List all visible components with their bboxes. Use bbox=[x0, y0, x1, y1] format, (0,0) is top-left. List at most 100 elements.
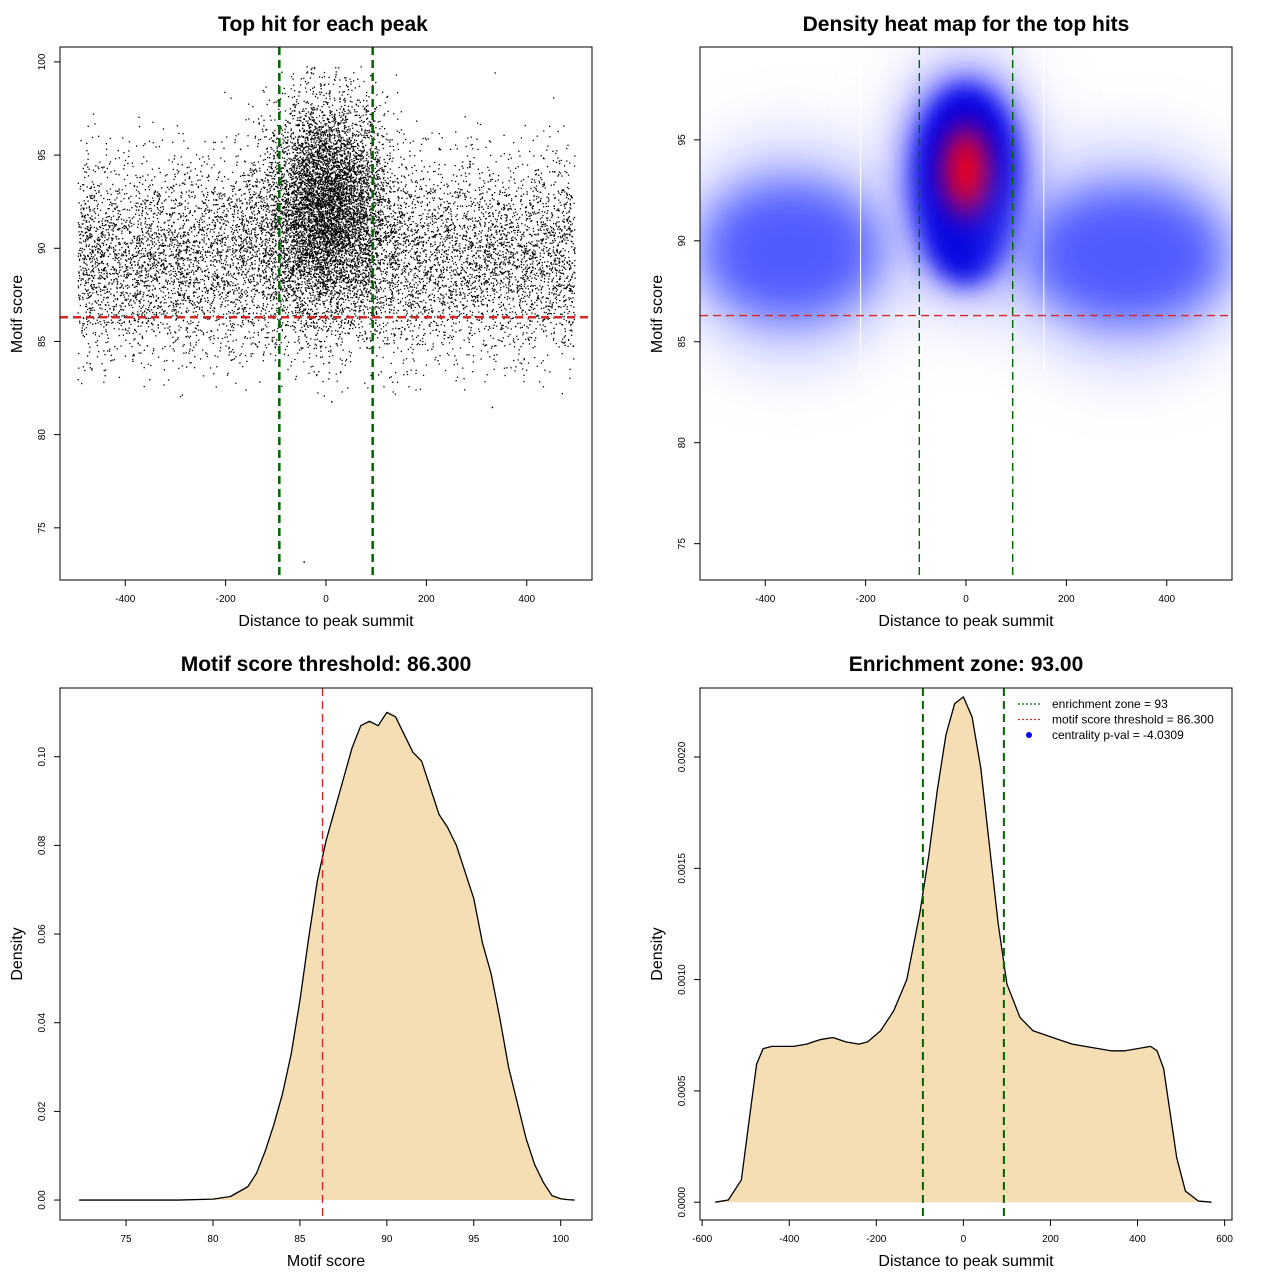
scatter-point bbox=[322, 272, 324, 275]
scatter-point bbox=[281, 167, 283, 169]
scatter-point bbox=[351, 264, 353, 267]
scatter-point bbox=[351, 223, 353, 225]
scatter-point bbox=[325, 261, 328, 263]
scatter-point bbox=[313, 154, 315, 156]
scatter-point bbox=[404, 223, 407, 225]
scatter-point bbox=[330, 217, 332, 219]
scatter-point bbox=[373, 222, 376, 224]
scatter-point bbox=[332, 228, 334, 230]
scatter-point bbox=[326, 156, 328, 158]
scatter-point bbox=[338, 248, 340, 251]
scatter-point bbox=[349, 221, 351, 223]
scatter-point bbox=[325, 97, 327, 100]
scatter-point bbox=[384, 128, 386, 130]
scatter-point bbox=[322, 135, 324, 137]
scatter-point bbox=[312, 252, 314, 254]
scatter-point bbox=[342, 175, 344, 177]
scatter-point bbox=[330, 254, 332, 256]
scatter-point bbox=[309, 157, 311, 159]
scatter-point bbox=[353, 167, 355, 169]
scatter-point bbox=[341, 307, 344, 309]
scatter-point bbox=[275, 141, 277, 144]
scatter-point bbox=[364, 249, 366, 251]
scatter-point bbox=[342, 168, 345, 170]
scatter-point bbox=[264, 239, 266, 241]
scatter-point bbox=[364, 176, 366, 178]
scatter-point bbox=[359, 185, 362, 187]
scatter-point bbox=[297, 262, 299, 265]
scatter-point bbox=[253, 161, 255, 164]
scatter-point bbox=[298, 144, 300, 146]
scatter-point bbox=[263, 136, 266, 138]
scatter-point bbox=[311, 119, 313, 121]
scatter-point bbox=[305, 224, 307, 226]
scatter-point bbox=[371, 136, 373, 138]
scatter-point bbox=[369, 205, 371, 208]
scatter-point bbox=[316, 251, 318, 253]
scatter-point bbox=[333, 115, 335, 117]
scatter-point bbox=[348, 280, 350, 282]
scatter-point bbox=[354, 219, 356, 222]
scatter-point bbox=[382, 178, 385, 180]
scatter-point bbox=[369, 241, 372, 244]
scatter-point bbox=[361, 273, 363, 275]
scatter-point bbox=[311, 277, 313, 279]
scatter-point bbox=[357, 158, 360, 160]
scatter-point bbox=[272, 204, 274, 207]
scatter-point bbox=[298, 95, 300, 97]
scatter-point bbox=[370, 189, 372, 191]
scatter-point bbox=[330, 130, 332, 132]
scatter-point bbox=[345, 236, 347, 238]
scatter-point bbox=[330, 233, 333, 236]
scatter-point bbox=[350, 296, 352, 299]
scatter-point bbox=[312, 365, 314, 367]
scatter-point bbox=[355, 171, 357, 174]
scatter-point bbox=[288, 234, 290, 236]
scatter-point bbox=[317, 162, 319, 164]
scatter-point bbox=[390, 213, 392, 215]
scatter-point bbox=[298, 310, 300, 312]
scatter-point bbox=[338, 183, 340, 185]
scatter-point bbox=[303, 297, 305, 299]
scatter-point bbox=[299, 119, 301, 122]
scatter-point bbox=[289, 199, 292, 201]
scatter-point bbox=[318, 263, 320, 265]
scatter-point bbox=[364, 132, 366, 134]
scatter-point bbox=[337, 180, 339, 182]
scatter-point bbox=[360, 159, 362, 161]
scatter-point bbox=[305, 102, 307, 104]
scatter-point bbox=[339, 210, 341, 212]
scatter-point bbox=[359, 288, 361, 291]
scatter-point bbox=[326, 223, 329, 225]
scatter-point bbox=[316, 149, 318, 151]
scatter-point bbox=[362, 280, 364, 282]
scatter-point bbox=[355, 157, 357, 160]
scatter-point bbox=[357, 262, 360, 265]
scatter-point bbox=[370, 121, 372, 123]
scatter-point bbox=[343, 128, 345, 130]
scatter-point bbox=[341, 169, 344, 172]
scatter-point bbox=[333, 203, 336, 205]
scatter-point bbox=[316, 132, 318, 134]
scatter-point bbox=[310, 250, 312, 252]
scatter-point bbox=[415, 222, 417, 225]
scatter-point bbox=[357, 209, 360, 211]
scatter-point bbox=[334, 194, 336, 196]
scatter-point bbox=[318, 177, 320, 179]
scatter-point bbox=[336, 226, 338, 229]
scatter-point bbox=[264, 229, 266, 231]
scatter-point bbox=[330, 282, 332, 285]
scatter-point bbox=[339, 271, 341, 273]
scatter-point bbox=[331, 114, 333, 116]
scatter-point bbox=[332, 288, 335, 290]
scatter-point bbox=[314, 143, 317, 145]
scatter-point bbox=[317, 220, 319, 223]
scatter-point bbox=[317, 204, 319, 206]
scatter-point bbox=[354, 123, 356, 126]
scatter-point bbox=[353, 219, 355, 222]
scatter-point bbox=[275, 200, 278, 203]
scatter-point bbox=[344, 246, 346, 248]
scatter-point bbox=[312, 259, 314, 262]
scatter-point bbox=[316, 123, 318, 125]
scatter-point bbox=[310, 148, 312, 150]
